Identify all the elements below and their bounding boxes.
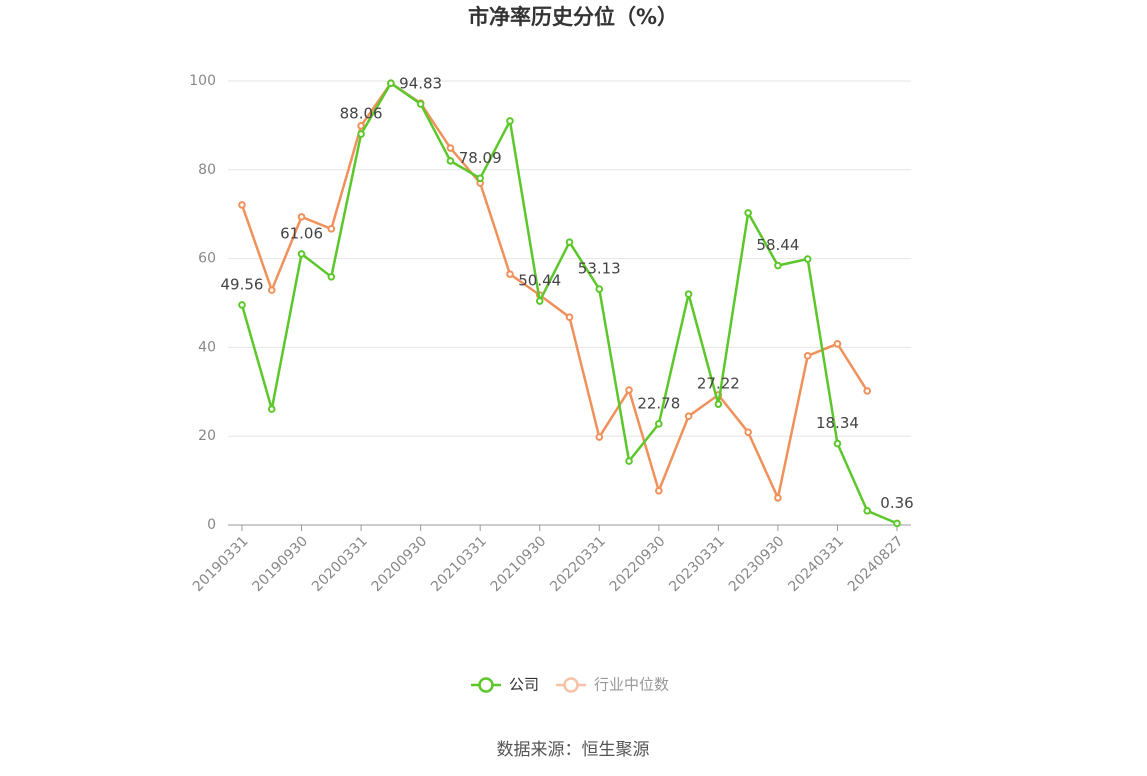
- data-label: 27.22: [697, 375, 740, 393]
- legend-label: 行业中位数: [594, 676, 669, 694]
- data-point: [655, 420, 663, 428]
- data-point: [893, 519, 901, 528]
- data-point: [595, 285, 604, 293]
- data-point: [774, 261, 782, 270]
- data-point: [357, 122, 365, 130]
- data-point: [655, 487, 663, 495]
- data-point: [506, 117, 514, 125]
- data-point: [387, 79, 395, 88]
- data-label: 50.44: [518, 272, 561, 290]
- x-tick-label: 20200930: [369, 533, 431, 595]
- data-label: 53.13: [578, 260, 621, 278]
- data-label: 88.06: [340, 105, 383, 123]
- data-point: [238, 301, 246, 309]
- x-tick-label: 20220331: [547, 533, 609, 595]
- series-line: [240, 81, 898, 525]
- y-tick-label: 20: [198, 428, 216, 444]
- data-label: 94.83: [399, 74, 442, 92]
- data-label: 18.34: [816, 414, 859, 432]
- y-tick-label: 40: [198, 339, 216, 355]
- data-point: [446, 144, 455, 152]
- data-label: 22.78: [637, 394, 680, 412]
- data-label: 58.44: [756, 236, 799, 254]
- data-point: [297, 213, 306, 221]
- data-point: [833, 340, 842, 348]
- series-line: [240, 81, 869, 502]
- x-tick-label: 20190331: [190, 533, 252, 595]
- data-point: [327, 225, 336, 233]
- data-point: [684, 412, 693, 421]
- data-point: [714, 400, 723, 408]
- y-tick-label: 60: [198, 251, 216, 267]
- data-point: [595, 433, 604, 441]
- x-tick-label: 20240827: [845, 533, 907, 595]
- data-label: 0.36: [880, 494, 913, 512]
- data-point: [476, 174, 484, 183]
- x-tick-label: 20210930: [488, 533, 550, 595]
- data-point: [267, 286, 276, 294]
- x-tick-label: 20190930: [249, 533, 311, 595]
- data-point: [446, 157, 455, 165]
- data-point: [833, 439, 842, 448]
- legend-item: 行业中位数: [556, 676, 669, 694]
- legend-item: 公司: [471, 676, 539, 694]
- data-point: [625, 457, 633, 465]
- data-point: [744, 209, 752, 217]
- data-point: [803, 255, 812, 263]
- data-point: [297, 250, 306, 258]
- source: 数据来源：恒生聚源: [497, 740, 650, 760]
- data-point: [506, 270, 514, 278]
- data-label: 78.09: [459, 149, 502, 167]
- data-point: [565, 313, 574, 322]
- data-point: [267, 405, 276, 413]
- x-tick-label: 20200331: [309, 533, 371, 595]
- legend-marker: [563, 677, 579, 693]
- data-point: [863, 387, 872, 395]
- x-tick-label: 20210331: [428, 533, 490, 595]
- data-point: [625, 386, 633, 394]
- x-tick-label: 20230331: [666, 533, 728, 595]
- data-point: [238, 201, 246, 209]
- y-tick-label: 100: [189, 73, 216, 89]
- data-label: 61.06: [280, 224, 323, 242]
- x-tick-label: 20220930: [607, 533, 669, 595]
- data-point: [863, 506, 872, 515]
- data-point: [357, 130, 365, 138]
- data-point: [565, 238, 574, 246]
- chart-title: 市净率历史分位（%）: [468, 5, 678, 29]
- data-point: [416, 100, 425, 108]
- data-point: [684, 290, 693, 298]
- data-point: [774, 494, 782, 502]
- legend-label: 公司: [509, 676, 539, 694]
- data-point: [803, 352, 812, 360]
- data-point: [327, 273, 336, 281]
- legend-marker: [478, 677, 494, 693]
- x-tick-label: 20230930: [726, 533, 788, 595]
- y-tick-label: 80: [198, 162, 216, 178]
- data-point: [535, 297, 544, 305]
- y-tick-label: 0: [207, 517, 216, 533]
- x-tick-label: 20240331: [785, 533, 847, 595]
- data-label: 49.56: [221, 275, 264, 293]
- data-point: [744, 428, 752, 437]
